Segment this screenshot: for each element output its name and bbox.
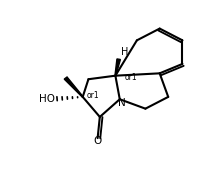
Text: HO: HO <box>39 94 55 104</box>
Text: O: O <box>93 136 102 146</box>
Polygon shape <box>115 59 120 76</box>
Text: or1: or1 <box>124 73 137 82</box>
Text: H: H <box>121 47 128 57</box>
Text: N: N <box>118 98 126 107</box>
Text: or1: or1 <box>87 91 100 100</box>
Polygon shape <box>64 77 83 97</box>
